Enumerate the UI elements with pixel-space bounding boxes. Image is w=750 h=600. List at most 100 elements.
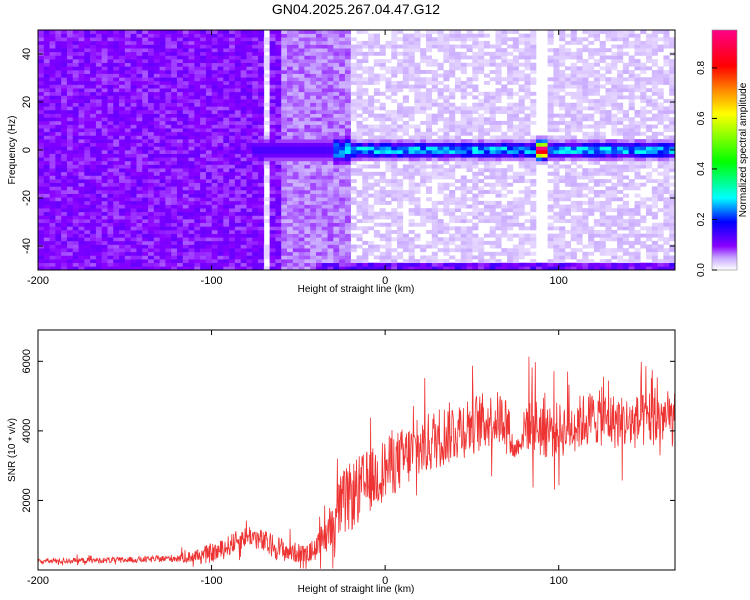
heatmap-cell: [55, 44, 62, 49]
heatmap-cell: [200, 80, 207, 85]
heatmap-cell: [524, 153, 531, 158]
heatmap-cell: [425, 230, 433, 234]
heatmap-cell: [391, 73, 398, 78]
heatmap-cell: [49, 102, 56, 107]
heatmap-cell: [350, 80, 357, 85]
heatmap-cell: [107, 266, 114, 270]
heatmap-cell: [90, 248, 97, 253]
heatmap-cell: [188, 251, 195, 256]
heatmap-cell: [460, 233, 467, 238]
heatmap-cell: [275, 262, 282, 267]
heatmap-cell: [72, 62, 79, 67]
heatmap-cell: [258, 30, 265, 34]
heatmap-cell: [153, 259, 160, 264]
heatmap-cell: [449, 153, 456, 158]
heatmap-cell: [234, 30, 241, 34]
heatmap-cell: [431, 171, 438, 176]
heatmap-cell: [258, 59, 265, 64]
heatmap-cell: [327, 113, 334, 118]
heatmap-cell: [298, 153, 305, 158]
heatmap-cell: [321, 84, 328, 89]
heatmap-cell: [414, 95, 421, 100]
heatmap-cell: [507, 168, 514, 173]
heatmap-cell: [66, 142, 74, 147]
heatmap-cell: [223, 219, 230, 224]
heatmap-cell: [385, 77, 392, 82]
heatmap-cell: [72, 124, 79, 129]
heatmap-cell: [507, 59, 514, 64]
heatmap-cell: [78, 193, 85, 198]
heatmap-cell: [425, 175, 433, 180]
heatmap-cell: [350, 197, 357, 202]
heatmap-cell: [43, 51, 50, 56]
heatmap-cell: [223, 262, 230, 267]
heatmap-cell: [113, 171, 120, 176]
heatmap-cell: [362, 124, 369, 129]
heatmap-cell: [182, 153, 189, 158]
heatmap-cell: [55, 106, 62, 111]
heatmap-cell: [223, 171, 230, 176]
heatmap-cell: [408, 237, 415, 242]
heatmap-cell: [466, 150, 473, 154]
heatmap-cell: [263, 266, 270, 270]
heatmap-cell: [310, 266, 317, 270]
heatmap-cell: [478, 146, 485, 151]
heatmap-cell: [66, 233, 74, 238]
heatmap-cell: [240, 153, 247, 158]
heatmap-cell: [379, 139, 386, 144]
heatmap-cell: [176, 259, 184, 264]
heatmap-cell: [287, 48, 294, 53]
heatmap-cell: [176, 131, 184, 136]
heatmap-cell: [171, 120, 178, 125]
heatmap-cell: [327, 128, 334, 133]
heatmap-cell: [391, 168, 398, 173]
heatmap-cell: [292, 128, 299, 133]
heatmap-cell: [333, 48, 340, 53]
heatmap-cell: [443, 102, 450, 107]
heatmap-cell: [176, 251, 184, 256]
heatmap-cell: [269, 179, 276, 184]
heatmap-cell: [61, 66, 68, 71]
heatmap-cell: [119, 135, 126, 140]
heatmap-cell: [472, 193, 479, 198]
heatmap-cell: [194, 179, 201, 184]
heatmap-cell: [385, 44, 392, 49]
heatmap-cell: [310, 48, 317, 53]
heatmap-cell: [281, 255, 288, 260]
heatmap-cell: [234, 88, 241, 93]
heatmap-cell: [130, 237, 137, 242]
heatmap-cell: [84, 102, 91, 107]
heatmap-cell: [182, 80, 189, 85]
heatmap-cell: [333, 102, 340, 107]
heatmap-cell: [269, 33, 276, 38]
heatmap-cell: [171, 146, 178, 151]
heatmap-cell: [425, 117, 433, 122]
heatmap-cell: [38, 211, 45, 216]
heatmap-cell: [420, 182, 427, 187]
heatmap-cell: [420, 211, 427, 216]
heatmap-cell: [101, 30, 108, 34]
heatmap-cell: [194, 200, 201, 205]
heatmap-cell: [182, 91, 189, 96]
heatmap-cell: [275, 255, 282, 260]
heatmap-cell: [252, 48, 259, 53]
heatmap-cell: [495, 157, 502, 162]
heatmap-cell: [344, 40, 352, 45]
heatmap-cell: [142, 164, 149, 169]
heatmap-cell: [333, 80, 340, 85]
heatmap-cell: [61, 84, 68, 89]
heatmap-cell: [188, 237, 195, 242]
heatmap-cell: [61, 175, 68, 180]
heatmap-cell: [373, 33, 380, 38]
heatmap-cell: [165, 222, 172, 227]
heatmap-cell: [258, 171, 265, 176]
heatmap-cell: [449, 157, 456, 162]
heatmap-cell: [246, 248, 253, 253]
heatmap-cell: [211, 62, 218, 67]
heatmap-cell: [229, 135, 236, 140]
heatmap-cell: [344, 208, 352, 213]
heatmap-cell: [223, 168, 230, 173]
heatmap-cell: [269, 120, 276, 125]
heatmap-cell: [472, 73, 479, 78]
heatmap-cell: [246, 150, 253, 154]
